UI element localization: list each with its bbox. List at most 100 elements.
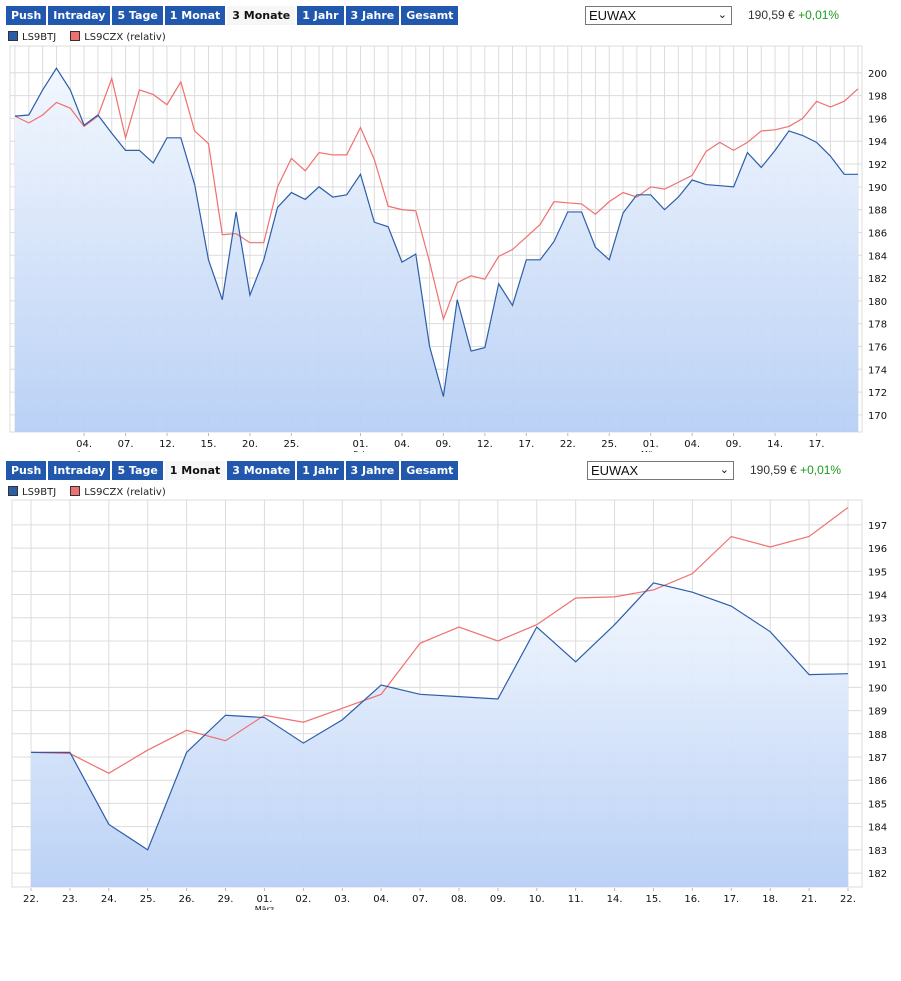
x-tick-label: 14. bbox=[607, 894, 623, 905]
x-tick-label: 09. bbox=[726, 439, 742, 450]
y-tick-label: 191 bbox=[868, 660, 887, 671]
x-tick-label: 17. bbox=[723, 894, 739, 905]
period-button-push[interactable]: Push bbox=[6, 6, 47, 25]
y-tick-label: 170 bbox=[868, 411, 887, 422]
y-tick-label: 182 bbox=[868, 274, 887, 285]
period-toolbar-top: Push Intraday 5 Tage 1 Monat 3 Monate 1 Jahr 3… bbox=[6, 6, 459, 25]
period-button-1-jahr[interactable]: 1 Jahr bbox=[297, 461, 344, 480]
y-tick-label: 190 bbox=[868, 683, 887, 694]
period-button-3-jahre[interactable]: 3 Jahre bbox=[345, 461, 400, 480]
x-tick-label: 01. bbox=[256, 894, 272, 905]
period-button-1-jahr[interactable]: 1 Jahr bbox=[297, 6, 344, 25]
x-tick-label: 03. bbox=[334, 894, 350, 905]
y-tick-label: 188 bbox=[868, 206, 887, 217]
y-tick-label: 196 bbox=[868, 544, 887, 555]
y-tick-label: 190 bbox=[868, 183, 887, 194]
y-tick-label: 185 bbox=[868, 799, 887, 810]
series-area-ls9btj bbox=[31, 583, 848, 887]
x-tick-label: 15. bbox=[646, 894, 662, 905]
series-line-ls9btj bbox=[14, 67, 858, 397]
period-button-push[interactable]: Push bbox=[6, 461, 47, 480]
x-tick-label: 22. bbox=[840, 894, 856, 905]
x-tick-label: 17. bbox=[518, 439, 534, 450]
period-button-3-monate[interactable]: 3 Monate bbox=[227, 6, 296, 25]
exchange-select-value: EUWAX bbox=[591, 463, 639, 478]
x-tick-label: 22. bbox=[560, 439, 576, 450]
period-button-intraday[interactable]: Intraday bbox=[48, 461, 111, 480]
x-tick-label: 09. bbox=[435, 439, 451, 450]
y-tick-label: 195 bbox=[868, 567, 887, 578]
y-tick-label: 178 bbox=[868, 320, 887, 331]
period-button-5-tage[interactable]: 5 Tage bbox=[112, 6, 163, 25]
y-tick-label: 174 bbox=[868, 365, 887, 376]
price-change: +0,01% bbox=[798, 8, 840, 22]
y-tick-label: 200 bbox=[868, 69, 887, 80]
series-area-ls9btj bbox=[15, 68, 858, 432]
x-tick-label: 26. bbox=[179, 894, 195, 905]
period-button-3-jahre[interactable]: 3 Jahre bbox=[345, 6, 400, 25]
exchange-select-bottom[interactable]: EUWAX ⌄ bbox=[587, 461, 734, 480]
y-tick-label: 187 bbox=[868, 753, 887, 764]
x-tick-label: 21. bbox=[801, 894, 817, 905]
price-display-bottom: 190,59 € +0,01% bbox=[750, 463, 841, 477]
x-tick-label: 18. bbox=[762, 894, 778, 905]
period-button-gesamt[interactable]: Gesamt bbox=[401, 6, 459, 25]
legend-swatch-blue bbox=[8, 31, 18, 41]
x-tick-label: 25. bbox=[601, 439, 617, 450]
legend-item: LS9BTJ bbox=[8, 486, 56, 498]
y-tick-label: 184 bbox=[868, 251, 887, 262]
series-line-ls9btj bbox=[31, 583, 848, 850]
y-tick-label: 192 bbox=[868, 160, 887, 171]
x-tick-label: 01. bbox=[353, 439, 369, 450]
y-tick-label: 196 bbox=[868, 114, 887, 125]
period-toolbar-bottom: Push Intraday 5 Tage 1 Monat 3 Monate 1 Jahr 3… bbox=[6, 461, 459, 480]
x-tick-label: 01. bbox=[643, 439, 659, 450]
x-month-label: Feb bbox=[353, 450, 367, 452]
y-tick-label: 176 bbox=[868, 342, 887, 353]
period-button-gesamt[interactable]: Gesamt bbox=[401, 461, 459, 480]
period-button-3-monate[interactable]: 3 Monate bbox=[227, 461, 296, 480]
series-line-ls9czx-relativ- bbox=[31, 507, 848, 773]
chart-3-monate: 170 172 174 176 178 180 182 184 186 188 190 192 194 1… bbox=[9, 45, 887, 452]
legend-swatch-red bbox=[70, 31, 81, 41]
legend-top: LS9BTJ LS9CZX (relativ) bbox=[8, 31, 166, 43]
price-display-top: 190,59 € +0,01% bbox=[748, 8, 839, 22]
x-month-label: März bbox=[255, 905, 274, 914]
y-tick-label: 188 bbox=[868, 730, 887, 741]
x-tick-label: 25. bbox=[140, 894, 156, 905]
exchange-select-value: EUWAX bbox=[589, 8, 637, 23]
legend-item: LS9CZX (relativ) bbox=[70, 486, 166, 498]
legend-swatch-blue bbox=[8, 486, 18, 496]
x-tick-label: 29. bbox=[218, 894, 234, 905]
y-tick-label: 186 bbox=[868, 228, 887, 239]
period-button-5-tage[interactable]: 5 Tage bbox=[112, 461, 163, 480]
period-button-1-monat[interactable]: 1 Monat bbox=[164, 461, 226, 480]
chevron-down-icon: ⌄ bbox=[719, 464, 729, 476]
x-tick-label: 14. bbox=[767, 439, 783, 450]
x-tick-label: 16. bbox=[684, 894, 700, 905]
x-tick-label: 07. bbox=[412, 894, 428, 905]
period-button-intraday[interactable]: Intraday bbox=[48, 6, 111, 25]
legend-item: LS9CZX (relativ) bbox=[70, 31, 166, 43]
y-tick-label: 197 bbox=[868, 521, 887, 532]
x-tick-label: 04. bbox=[684, 439, 700, 450]
period-button-1-monat[interactable]: 1 Monat bbox=[164, 6, 226, 25]
y-tick-label: 180 bbox=[868, 297, 887, 308]
x-tick-label: 24. bbox=[101, 894, 117, 905]
x-month-label: Jan bbox=[77, 450, 90, 452]
x-tick-label: 07. bbox=[118, 439, 134, 450]
y-tick-label: 186 bbox=[868, 776, 887, 787]
x-tick-label: 08. bbox=[451, 894, 467, 905]
legend-bottom: LS9BTJ LS9CZX (relativ) bbox=[8, 486, 166, 498]
x-tick-label: 22. bbox=[23, 894, 39, 905]
x-tick-label: 02. bbox=[295, 894, 311, 905]
y-tick-label: 198 bbox=[868, 92, 887, 103]
x-tick-label: 09. bbox=[490, 894, 506, 905]
x-tick-label: 10. bbox=[529, 894, 545, 905]
exchange-select-top[interactable]: EUWAX ⌄ bbox=[585, 6, 732, 25]
legend-swatch-red bbox=[70, 486, 81, 496]
x-tick-label: 23. bbox=[62, 894, 78, 905]
y-tick-label: 184 bbox=[868, 823, 887, 834]
legend-item: LS9BTJ bbox=[8, 31, 56, 43]
x-month-label: März bbox=[641, 450, 660, 452]
